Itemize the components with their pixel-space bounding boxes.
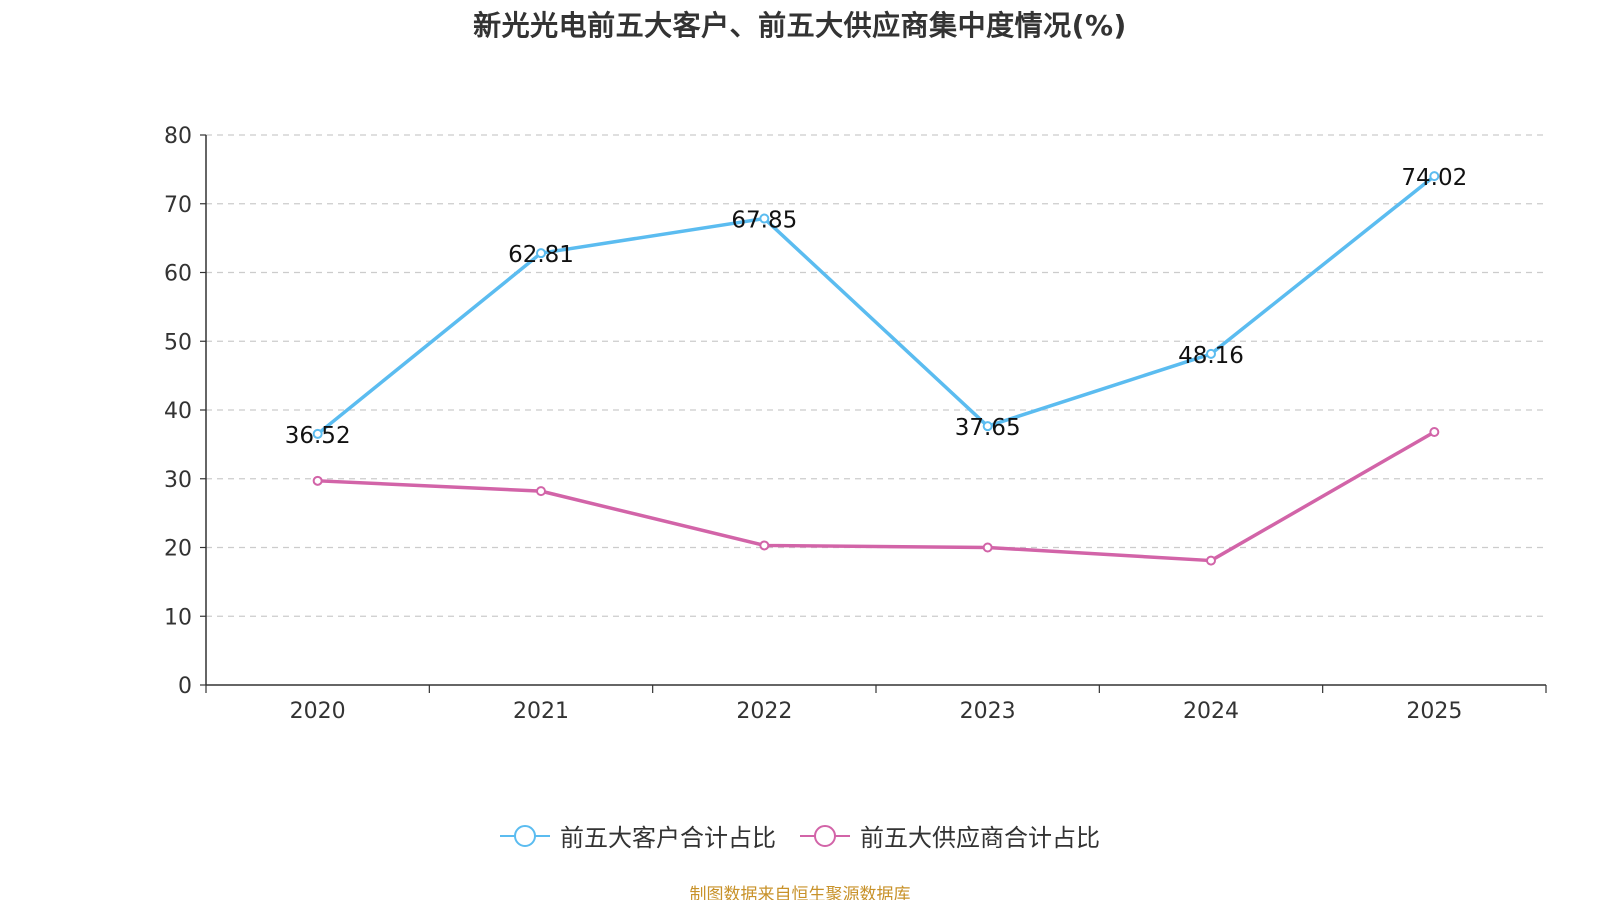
data-label: 36.52: [285, 423, 351, 449]
y-tick-label: 80: [164, 124, 192, 149]
x-tick-label: 2023: [960, 699, 1016, 724]
data-point: [982, 542, 993, 553]
legend-item-suppliers[interactable]: 前五大供应商合计占比: [800, 818, 1100, 853]
grid-layer: [206, 134, 1546, 617]
series-line-0: [316, 174, 1436, 436]
x-tick-label: 2024: [1183, 699, 1239, 724]
legend-suppliers-icon: [800, 824, 850, 847]
data-point: [1206, 555, 1216, 566]
data-label-layer: 36.52 62.81 67.85 37.65 48.16 74.02: [285, 165, 1468, 449]
x-tick-label: 2025: [1406, 699, 1462, 724]
data-point: [982, 421, 993, 432]
legend: 前五大客户合计占比 前五大供应商合计占比: [0, 818, 1600, 853]
data-point: [759, 540, 770, 551]
y-tick-label: 60: [164, 262, 192, 287]
y-tick-label: 50: [164, 330, 192, 355]
y-tick-label: 30: [164, 468, 192, 493]
data-label: 48.16: [1178, 343, 1244, 369]
series-line-1: [317, 430, 1436, 563]
data-point: [312, 428, 323, 439]
y-tick-label: 0: [178, 674, 192, 699]
legend-customers-icon: [500, 824, 550, 847]
legend-suppliers-label: 前五大供应商合计占比: [860, 824, 1100, 852]
data-point: [1429, 427, 1440, 437]
legend-customers-label: 前五大客户合计占比: [560, 824, 776, 852]
data-point: [312, 475, 323, 486]
data-label: 67.85: [731, 208, 797, 234]
y-tick-label: 40: [164, 399, 192, 424]
axis-layer: 0 10 20 30 40 50 60 70 80 2020 2021 2022 2023 2024 202…: [164, 124, 1547, 724]
data-point: [1206, 348, 1216, 359]
data-point: [536, 248, 546, 259]
legend-item-customers[interactable]: 前五大客户合计占比: [500, 818, 776, 853]
y-tick-label: 20: [164, 537, 192, 562]
series-layer: [312, 171, 1440, 566]
data-label: 62.81: [508, 242, 574, 268]
data-point: [1429, 171, 1440, 182]
data-label: 37.65: [955, 415, 1021, 441]
y-tick-label: 10: [164, 605, 192, 630]
data-label: 74.02: [1401, 165, 1467, 191]
source-note: 制图数据来自恒生聚源数据库: [689, 885, 911, 900]
x-tick-label: 2020: [290, 699, 346, 724]
y-tick-label: 70: [164, 193, 192, 218]
data-point: [759, 213, 770, 224]
x-tick-label: 2021: [513, 699, 569, 724]
chart-title: 新光光电前五大客户、前五大供应商集中度情况(%): [473, 9, 1127, 42]
data-point: [536, 486, 546, 497]
x-tick-label: 2022: [736, 699, 792, 724]
